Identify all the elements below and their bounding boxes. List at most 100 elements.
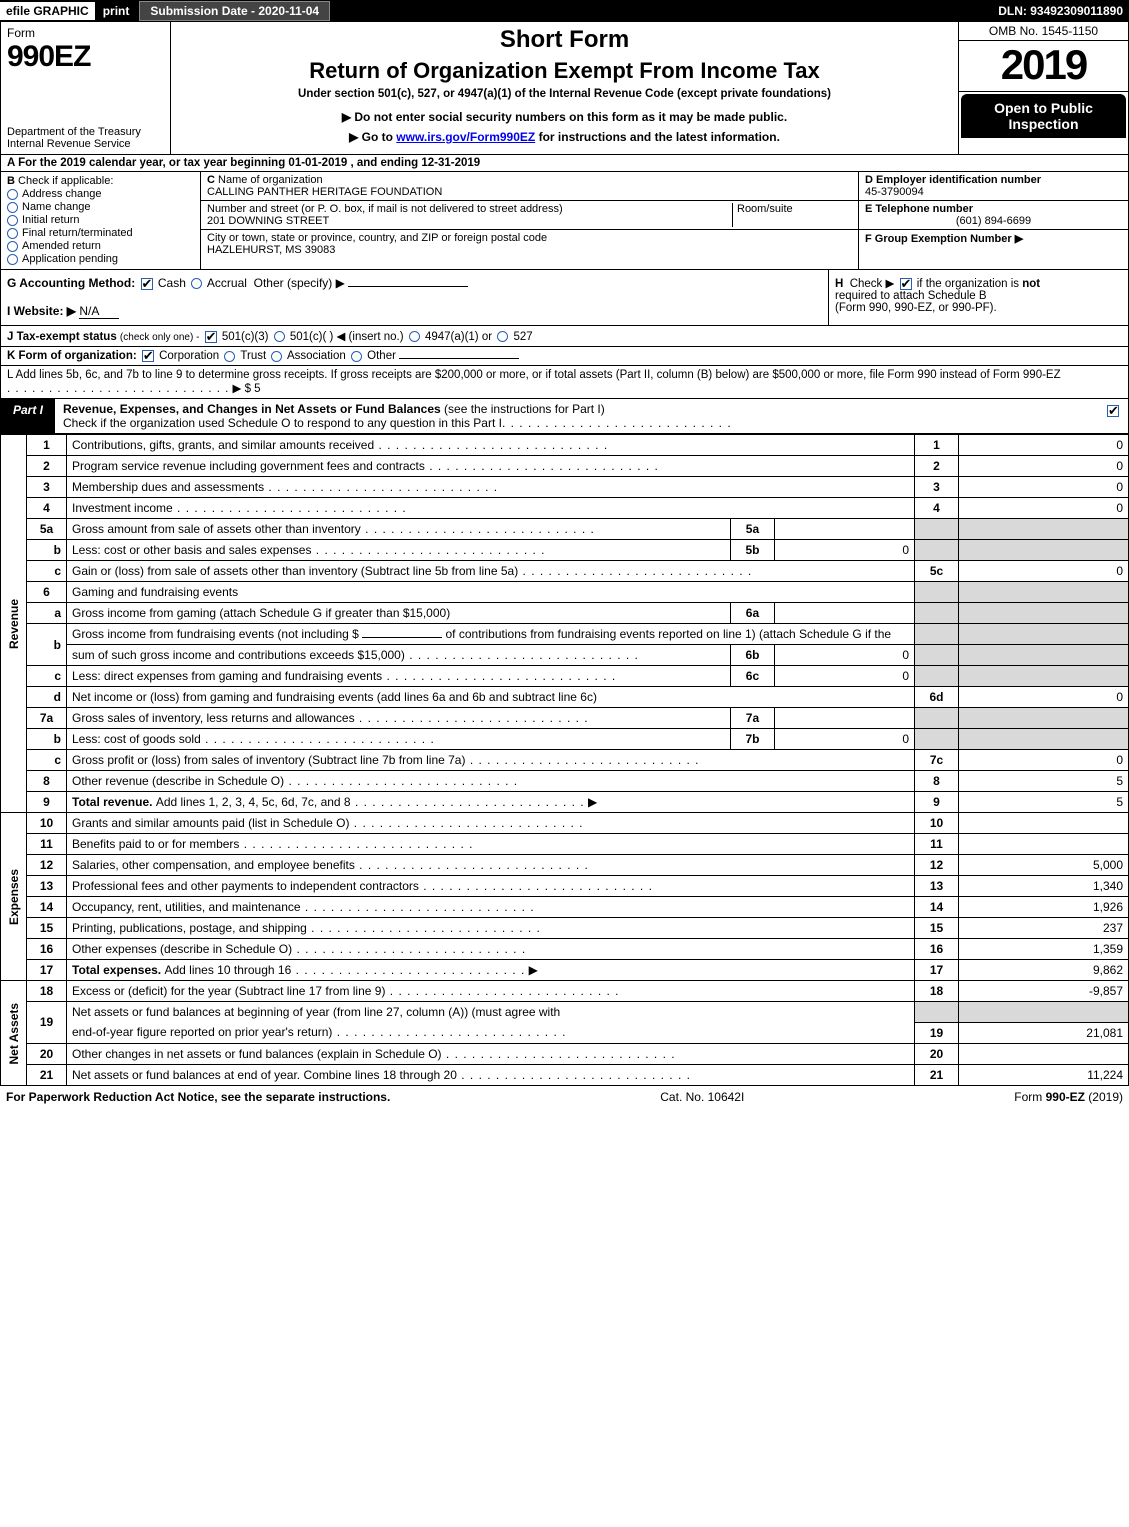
chk-association[interactable] [271,351,282,362]
row-h: H Check ▶ if the organization is not req… [828,270,1128,325]
table-row: 14Occupancy, rent, utilities, and mainte… [1,897,1129,918]
amt-21: 11,224 [959,1064,1129,1085]
amt-12: 5,000 [959,855,1129,876]
table-row: 6Gaming and fundraising events [1,582,1129,603]
radio-icon [7,202,18,213]
table-row: 8Other revenue (describe in Schedule O)8… [1,771,1129,792]
section-d-e-f: D Employer identification number 45-3790… [858,172,1128,269]
table-row: 13Professional fees and other payments t… [1,876,1129,897]
amt-1: 0 [959,435,1129,456]
amt-15: 237 [959,918,1129,939]
amt-20 [959,1043,1129,1064]
table-row: 17Total expenses. Add lines 10 through 1… [1,960,1129,981]
table-row: cGain or (loss) from sale of assets othe… [1,561,1129,582]
chk-schedule-b[interactable] [900,278,912,290]
print-label[interactable]: print [103,4,130,18]
table-row: 20Other changes in net assets or fund ba… [1,1043,1129,1064]
dept-line1: Department of the Treasury [7,126,164,138]
chk-name-change[interactable]: Name change [7,201,194,213]
amt-7c: 0 [959,750,1129,771]
table-row: Net Assets 18Excess or (deficit) for the… [1,981,1129,1002]
irs-link[interactable]: www.irs.gov/Form990EZ [396,130,535,144]
amt-6d: 0 [959,687,1129,708]
table-row: 2Program service revenue including gover… [1,456,1129,477]
part-i-header: Part I Revenue, Expenses, and Changes in… [0,399,1129,434]
row-g-h: G Accounting Method: Cash Accrual Other … [0,270,1129,326]
table-row: Expenses 10Grants and similar amounts pa… [1,813,1129,834]
form-header: Form 990EZ Department of the Treasury In… [0,22,1129,155]
chk-application-pending[interactable]: Application pending [7,253,194,265]
check-if-label: Check if applicable: [18,175,113,187]
l-amount: ▶ $ 5 [233,383,261,395]
chk-other[interactable] [351,351,362,362]
other-specify-line [348,286,468,287]
row-g: G Accounting Method: Cash Accrual Other … [1,270,828,325]
radio-icon [7,254,18,265]
chk-corporation[interactable] [142,350,154,362]
amt-5b: 0 [774,540,914,561]
section-a: A For the 2019 calendar year, or tax yea… [0,155,1129,172]
addr-label: Number and street (or P. O. box, if mail… [207,203,563,215]
amt-17: 9,862 [959,960,1129,981]
chk-amended-return[interactable]: Amended return [7,240,194,252]
part-i-table: Revenue 1Contributions, gifts, grants, a… [0,434,1129,1086]
amt-14: 1,926 [959,897,1129,918]
chk-trust[interactable] [224,351,235,362]
chk-cash[interactable] [141,278,153,290]
dept-line2: Internal Revenue Service [7,138,164,150]
amt-3: 0 [959,477,1129,498]
table-row: 11Benefits paid to or for members11 [1,834,1129,855]
page-footer: For Paperwork Reduction Act Notice, see … [0,1086,1129,1108]
chk-schedule-o[interactable] [1107,405,1119,417]
e-label: E Telephone number [865,203,973,215]
radio-icon [7,215,18,226]
part-i-title: Revenue, Expenses, and Changes in Net As… [55,399,1098,433]
table-row: 19Net assets or fund balances at beginni… [1,1002,1129,1023]
goto-line: ▶ Go to www.irs.gov/Form990EZ for instru… [177,130,952,144]
chk-4947[interactable] [409,331,420,342]
radio-icon [7,189,18,200]
part-i-tab: Part I [1,399,55,433]
chk-final-return[interactable]: Final return/terminated [7,227,194,239]
website-value: N/A [79,304,119,319]
b-label: B [7,175,15,187]
row-l: L Add lines 5b, 6c, and 7b to line 9 to … [0,366,1129,399]
table-row: bLess: cost or other basis and sales exp… [1,540,1129,561]
chk-501c[interactable] [274,331,285,342]
room-suite-label: Room/suite [732,203,852,227]
submission-date: Submission Date - 2020-11-04 [139,1,330,21]
netassets-side-label: Net Assets [1,981,27,1086]
table-row: 4Investment income40 [1,498,1129,519]
header-right: OMB No. 1545-1150 2019 Open to Public In… [958,22,1128,154]
amt-11 [959,834,1129,855]
amt-8: 5 [959,771,1129,792]
radio-icon [7,241,18,252]
chk-accrual[interactable] [191,278,202,289]
city-label: City or town, state or province, country… [207,232,547,244]
table-row: aGross income from gaming (attach Schedu… [1,603,1129,624]
row-k: K Form of organization: Corporation Trus… [0,347,1129,366]
g-label: G Accounting Method: [7,276,135,290]
efile-label: efile GRAPHIC [0,2,95,20]
no-ssn-line: ▶ Do not enter social security numbers o… [177,110,952,124]
d-label: D Employer identification number [865,174,1041,186]
chk-527[interactable] [497,331,508,342]
section-c: C Name of organization CALLING PANTHER H… [201,172,858,269]
header-middle: Short Form Return of Organization Exempt… [171,22,958,154]
table-row: 3Membership dues and assessments30 [1,477,1129,498]
chk-address-change[interactable]: Address change [7,188,194,200]
open-to-public: Open to Public Inspection [961,94,1126,138]
amt-9: 5 [959,792,1129,813]
name-of-org-label: Name of organization [218,174,323,186]
amt-2: 0 [959,456,1129,477]
chk-501c3[interactable] [205,331,217,343]
amt-7b: 0 [774,729,914,750]
org-address: 201 DOWNING STREET [207,215,329,227]
f-label: F Group Exemption Number ▶ [865,233,1023,245]
phone-value: (601) 894-6699 [865,215,1122,227]
section-b: B Check if applicable: Address change Na… [1,172,201,269]
table-row: 12Salaries, other compensation, and empl… [1,855,1129,876]
chk-initial-return[interactable]: Initial return [7,214,194,226]
footer-left: For Paperwork Reduction Act Notice, see … [6,1090,390,1104]
i-label: I Website: ▶ [7,304,76,318]
